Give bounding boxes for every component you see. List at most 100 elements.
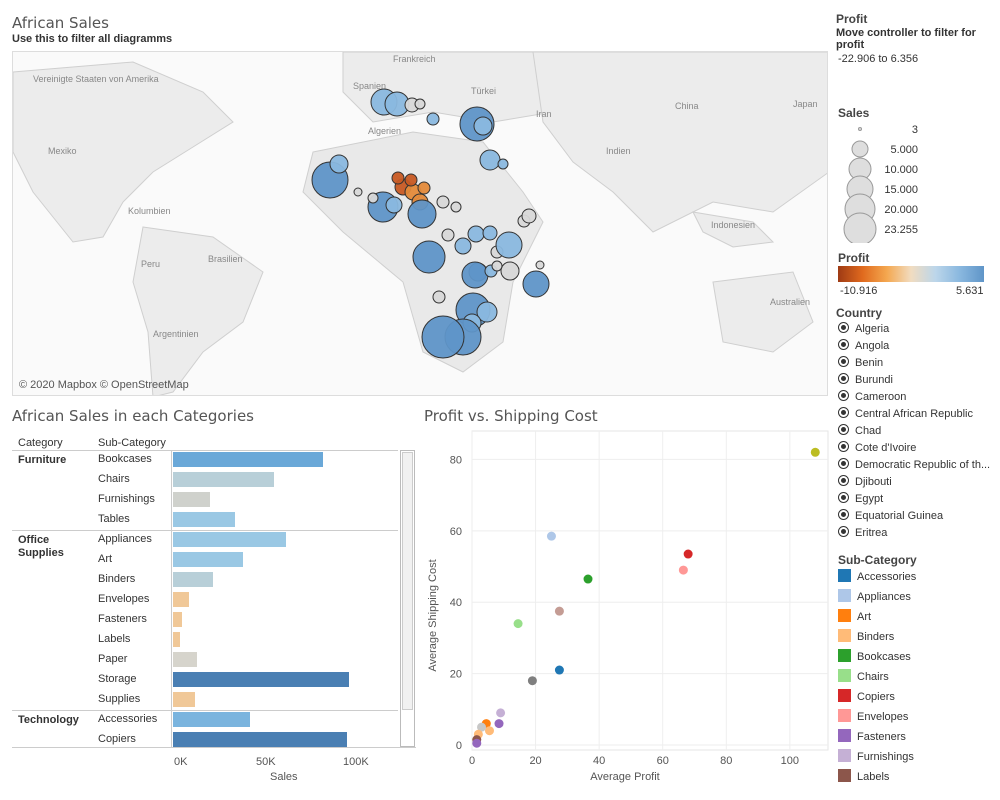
radio-selected-icon[interactable] xyxy=(838,424,849,435)
scatter-point[interactable] xyxy=(494,719,504,729)
sales-bubble[interactable] xyxy=(535,260,545,270)
sales-bubble[interactable] xyxy=(500,261,520,281)
sales-bar[interactable] xyxy=(173,532,286,547)
country-filter-item[interactable]: Angola xyxy=(838,339,889,352)
sales-bar[interactable] xyxy=(173,712,250,727)
sales-bubble[interactable] xyxy=(491,260,503,272)
sales-bar[interactable] xyxy=(173,672,349,687)
sales-bar[interactable] xyxy=(173,732,347,747)
sales-bubble[interactable] xyxy=(476,301,498,323)
radio-selected-icon[interactable] xyxy=(838,458,849,469)
sales-bubble[interactable] xyxy=(407,199,437,229)
radio-selected-icon[interactable] xyxy=(838,339,849,350)
country-filter-item[interactable]: Burundi xyxy=(838,373,893,386)
radio-selected-icon[interactable] xyxy=(838,322,849,333)
sales-bar[interactable] xyxy=(173,452,323,467)
subcategory-legend-item[interactable]: Binders xyxy=(838,629,894,643)
country-filter-item[interactable]: Benin xyxy=(838,356,883,369)
radio-selected-icon[interactable] xyxy=(838,475,849,486)
radio-selected-icon[interactable] xyxy=(838,492,849,503)
scatter-point[interactable] xyxy=(554,665,564,675)
sales-bubble[interactable] xyxy=(454,237,472,255)
sales-bar[interactable] xyxy=(173,652,197,667)
sales-bar[interactable] xyxy=(173,592,189,607)
subcategory-legend-item[interactable]: Appliances xyxy=(838,589,911,603)
sales-bubble[interactable] xyxy=(414,98,426,110)
sales-map[interactable]: Vereinigte Staaten von Amerika Mexiko Ko… xyxy=(12,51,828,396)
sales-bubble[interactable] xyxy=(421,315,465,359)
sales-bubble[interactable] xyxy=(436,195,450,209)
country-filter-item[interactable]: Cameroon xyxy=(838,390,906,403)
subcategory-legend-item[interactable]: Labels xyxy=(838,769,889,783)
scatter-point[interactable] xyxy=(496,708,506,718)
country-filter-item[interactable]: Chad xyxy=(838,424,881,437)
sales-bar[interactable] xyxy=(173,512,235,527)
sales-bar[interactable] xyxy=(173,572,213,587)
sales-bar[interactable] xyxy=(173,492,210,507)
sales-bubble[interactable] xyxy=(329,154,349,174)
sales-bubble[interactable] xyxy=(426,112,440,126)
sales-bubble[interactable] xyxy=(385,196,403,214)
scatter-point[interactable] xyxy=(477,722,487,732)
scatter-point[interactable] xyxy=(554,606,564,616)
subcategory-legend-item[interactable]: Art xyxy=(838,609,871,623)
subcategory-legend-item[interactable]: Chairs xyxy=(838,669,889,683)
radio-selected-icon[interactable] xyxy=(838,509,849,520)
country-filter-item[interactable]: Democratic Republic of th... xyxy=(838,458,990,471)
scatter-point[interactable] xyxy=(472,738,482,748)
country-filter-item[interactable]: Equatorial Guinea xyxy=(838,509,943,522)
subcategory-legend-item[interactable]: Envelopes xyxy=(838,709,908,723)
scatter-point[interactable] xyxy=(583,574,593,584)
sales-bubble[interactable] xyxy=(417,181,431,195)
sales-bar[interactable] xyxy=(173,632,180,647)
sales-bar[interactable] xyxy=(173,472,274,487)
country-filter-item[interactable]: Egypt xyxy=(838,492,883,505)
sales-bubble[interactable] xyxy=(495,231,523,259)
sales-bar[interactable] xyxy=(173,692,195,707)
sales-bubble[interactable] xyxy=(353,187,363,197)
sales-bubble[interactable] xyxy=(404,173,418,187)
radio-selected-icon[interactable] xyxy=(838,390,849,401)
country-filter-item[interactable]: Eritrea xyxy=(838,526,887,539)
subcategory-legend-item[interactable]: Accessories xyxy=(838,569,916,583)
bar-scrollbar-thumb[interactable] xyxy=(402,452,413,710)
sales-bubble[interactable] xyxy=(479,149,501,171)
sales-bubble[interactable] xyxy=(367,192,379,204)
radio-selected-icon[interactable] xyxy=(838,373,849,384)
subcategory-legend-item[interactable]: Fasteners xyxy=(838,729,906,743)
scatter-point[interactable] xyxy=(810,447,820,457)
scatter-plot[interactable]: 0 20 40 60 80 100 0 20 40 60 80 Average Profit Avera… xyxy=(424,425,830,795)
scatter-point[interactable] xyxy=(683,549,693,559)
sales-bubble[interactable] xyxy=(473,116,493,136)
radio-selected-icon[interactable] xyxy=(838,441,849,452)
bar-scrollbar-track[interactable] xyxy=(400,450,415,747)
sales-bubble[interactable] xyxy=(482,225,498,241)
subcategory-legend-item[interactable]: Copiers xyxy=(838,689,895,703)
sales-bubble[interactable] xyxy=(412,240,446,274)
country-filter-item[interactable]: Djibouti xyxy=(838,475,892,488)
sales-bar[interactable] xyxy=(173,612,182,627)
sales-bubble[interactable] xyxy=(522,270,550,298)
world-map-svg[interactable]: Vereinigte Staaten von Amerika Mexiko Ko… xyxy=(13,52,828,396)
scatter-point[interactable] xyxy=(484,726,494,736)
scatter-point[interactable] xyxy=(678,565,688,575)
country-filter-item[interactable]: Algeria xyxy=(838,322,889,335)
sales-bubble[interactable] xyxy=(497,158,509,170)
sales-bubble[interactable] xyxy=(432,290,446,304)
scatter-point[interactable] xyxy=(513,619,523,629)
sales-bubble[interactable] xyxy=(461,261,489,289)
country-filter-item[interactable]: Cote d'Ivoire xyxy=(838,441,916,454)
sales-bubble[interactable] xyxy=(521,208,537,224)
scatter-point[interactable] xyxy=(546,531,556,541)
profit-filter-range[interactable]: -22.906 to 6.356 xyxy=(838,53,919,65)
country-filter-item[interactable]: Central African Republic xyxy=(838,407,973,420)
subcategory-legend-item[interactable]: Furnishings xyxy=(838,749,914,763)
radio-selected-icon[interactable] xyxy=(838,356,849,367)
radio-selected-icon[interactable] xyxy=(838,407,849,418)
scatter-point[interactable] xyxy=(527,676,537,686)
sales-bubble[interactable] xyxy=(441,228,455,242)
sales-bubbles[interactable] xyxy=(311,88,550,359)
sales-bubble[interactable] xyxy=(450,201,462,213)
sales-bar[interactable] xyxy=(173,552,243,567)
subcategory-legend-item[interactable]: Bookcases xyxy=(838,649,911,663)
